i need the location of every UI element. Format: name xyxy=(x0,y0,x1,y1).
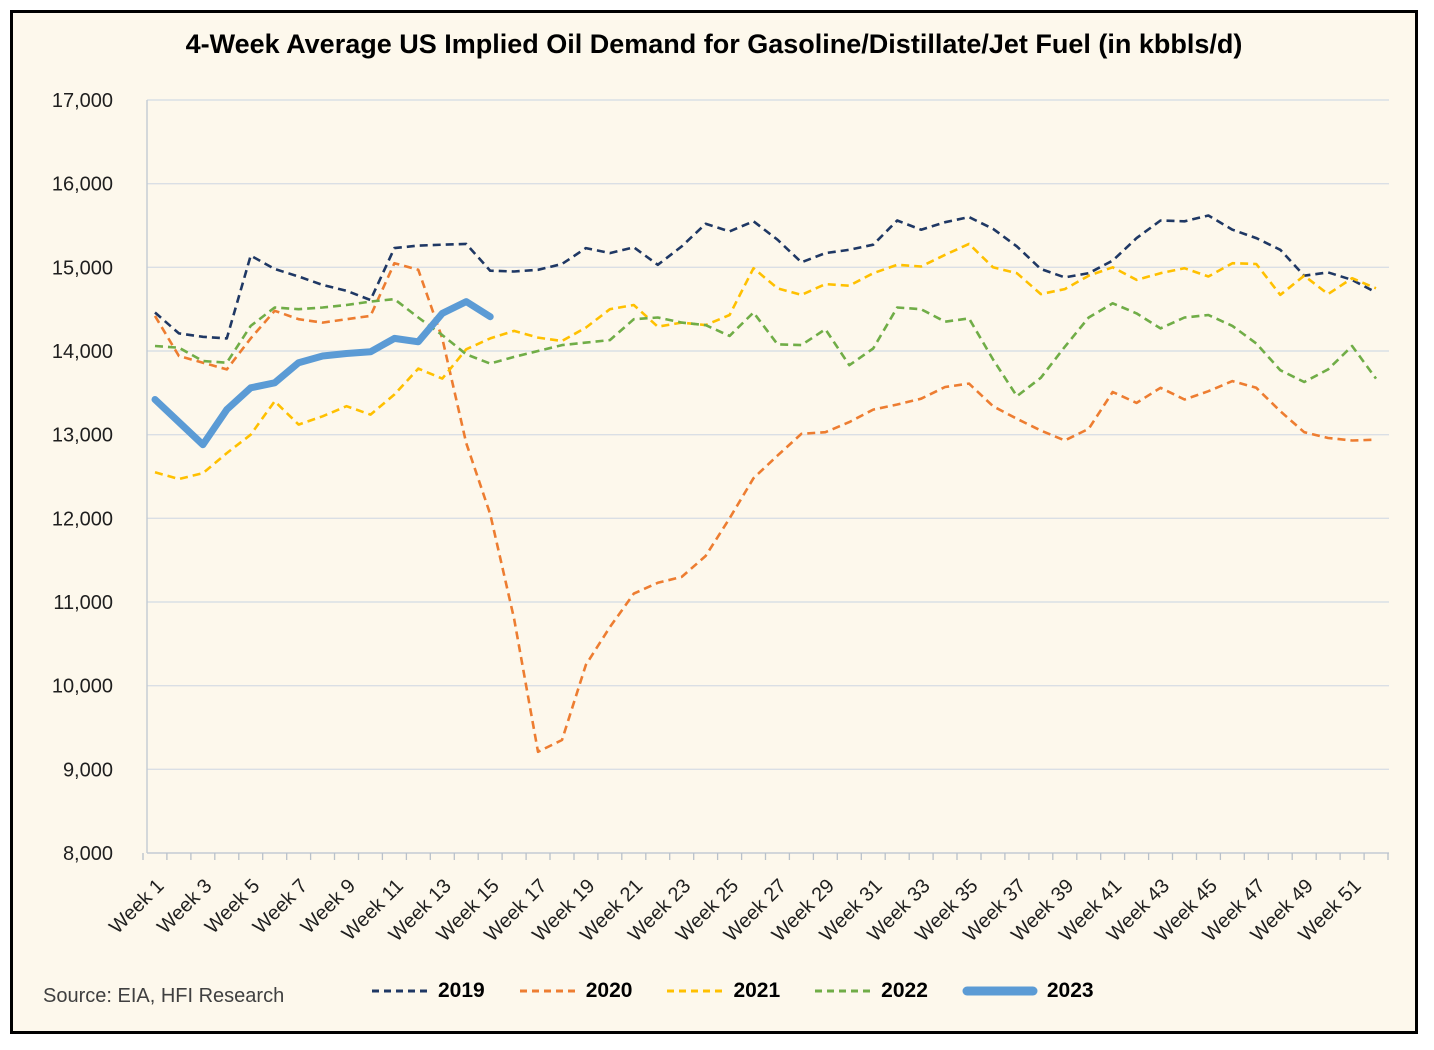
legend-item-2019: 2019 xyxy=(371,979,485,1003)
y-axis-tick-label: 14,000 xyxy=(52,341,113,363)
series-line-2019 xyxy=(154,214,1377,340)
legend-swatch-2023 xyxy=(962,986,1038,996)
y-axis-tick-label: 8,000 xyxy=(63,843,113,865)
y-axis-tick-label: 10,000 xyxy=(52,676,113,698)
y-axis-tick-label: 15,000 xyxy=(52,257,113,279)
legend-swatch-2021 xyxy=(667,989,724,993)
legend-swatch-2022 xyxy=(815,989,872,993)
legend-label-2019: 2019 xyxy=(438,979,485,1002)
legend-item-2022: 2022 xyxy=(814,979,928,1003)
legend-label-2022: 2022 xyxy=(881,979,928,1002)
legend-label-2021: 2021 xyxy=(733,979,781,1002)
source-caption: Source: EIA, HFI Research xyxy=(43,985,285,1007)
chart-frame: 4-Week Average US Implied Oil Demand for… xyxy=(10,10,1418,1034)
line-chart: 8,000 9,000 10,000 11,000 12,000 13,000 14,000… xyxy=(52,90,1389,946)
series-line-2021 xyxy=(154,242,1377,481)
y-axis-tick-label: 17,000 xyxy=(52,90,113,112)
legend-label-2020: 2020 xyxy=(585,979,633,1002)
legend-item-2020: 2020 xyxy=(519,979,633,1003)
y-axis-tick-label: 12,000 xyxy=(52,508,113,530)
legend-swatch-2020 xyxy=(519,989,576,993)
series-line-2023 xyxy=(151,298,494,449)
legend-item-2023: 2023 xyxy=(962,979,1094,1003)
y-axis-tick-label: 16,000 xyxy=(52,174,113,196)
legend-item-2021: 2021 xyxy=(666,979,780,1003)
y-axis-tick-label: 13,000 xyxy=(52,425,113,447)
y-axis-tick-label: 9,000 xyxy=(63,759,113,781)
legend-swatch-2019 xyxy=(372,989,428,993)
legend: 2019 2020 2021 2022 2023 xyxy=(371,979,1094,1003)
series-line-2022 xyxy=(154,297,1378,398)
legend-label-2023: 2023 xyxy=(1046,979,1094,1002)
chart-title: 4-Week Average US Implied Oil Demand for… xyxy=(185,29,1243,59)
y-axis-tick-label: 11,000 xyxy=(53,592,113,614)
series-line-2020 xyxy=(153,261,1377,754)
